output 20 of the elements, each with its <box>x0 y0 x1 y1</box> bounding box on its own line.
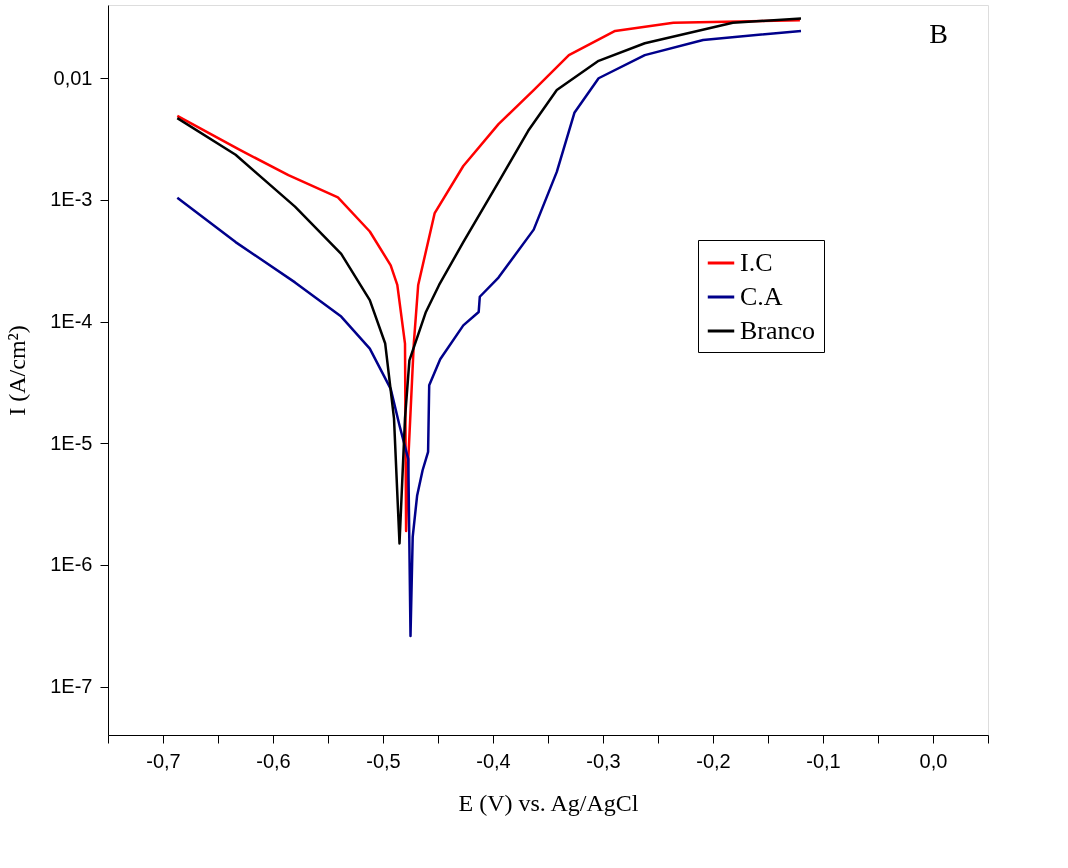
y-tick-label: 1E-4 <box>50 310 93 333</box>
x-tick-label: -0,3 <box>586 749 621 772</box>
x-tick-label: -0,2 <box>696 749 731 772</box>
x-tick-label: -0,6 <box>256 749 291 772</box>
y-tick-label: 1E-6 <box>50 553 93 576</box>
x-tick-label: 0,0 <box>919 749 948 772</box>
legend-label: I.C <box>740 248 773 277</box>
x-axis-title: E (V) vs. Ag/AgCl <box>458 789 639 816</box>
x-tick-label: -0,7 <box>146 749 181 772</box>
y-tick-label: 0,01 <box>53 66 93 89</box>
x-tick-label: -0,5 <box>366 749 401 772</box>
y-tick-label: 1E-5 <box>50 431 93 454</box>
legend-label: C.A <box>740 282 783 311</box>
y-tick-label: 1E-7 <box>50 675 93 698</box>
annotation: B <box>929 18 948 49</box>
legend-label: Branco <box>740 316 816 345</box>
x-tick-label: -0,4 <box>476 749 511 772</box>
x-tick-label: -0,1 <box>806 749 841 772</box>
y-axis-title: I (A/cm²) <box>4 325 31 416</box>
y-tick-label: 1E-3 <box>50 188 93 211</box>
